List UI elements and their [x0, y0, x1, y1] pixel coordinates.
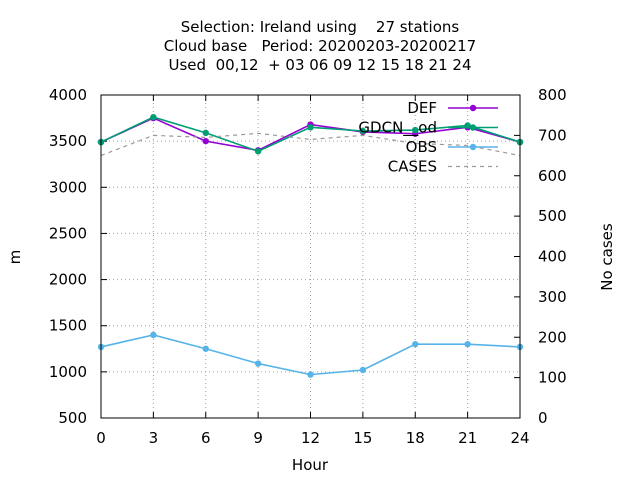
x-tick-label: 18	[406, 429, 425, 447]
plot-frame	[100, 94, 521, 419]
y-tick-label: 2500	[49, 224, 87, 242]
series-line-obs	[100, 334, 521, 376]
y2-tick-label: 500	[538, 207, 567, 225]
data-point-obs	[412, 340, 419, 348]
y-tick-label: 500	[58, 409, 87, 427]
x-tick-label: 21	[458, 429, 477, 447]
y2-axis-label: No cases	[598, 223, 616, 291]
y2-tick-label: 0	[538, 409, 548, 427]
y-tick-label: 4000	[49, 86, 87, 104]
data-point-obs	[307, 371, 314, 378]
y2-tick-label: 800	[538, 86, 567, 104]
legend-marker-def	[469, 104, 477, 112]
legend-marker-obs	[469, 143, 477, 151]
x-tick-label: 15	[353, 429, 372, 447]
x-axis-label: Hour	[292, 456, 329, 474]
y-tick-label: 3500	[49, 132, 87, 150]
y-tick-label: 1500	[49, 317, 87, 335]
data-point-obs	[464, 340, 471, 348]
data-point-gdcn__od	[307, 124, 314, 131]
data-point-gdcn__od	[412, 126, 419, 134]
data-point-obs	[254, 360, 262, 367]
x-tick-label: 0	[96, 429, 106, 447]
data-point-obs	[359, 366, 367, 374]
x-tick-label: 24	[510, 429, 529, 447]
ticks-layer: 0 3 6 9 12 15 18 21 2450010001500200025003000350…	[49, 86, 567, 447]
chart-title-line-1: Selection: Ireland using 27 stations	[180, 18, 460, 36]
y2-tick-label: 300	[538, 288, 567, 306]
y2-tick-label: 400	[538, 248, 567, 266]
x-tick-label: 9	[253, 429, 263, 447]
chart-title-line-2: Cloud base Period: 20200203-20200217	[163, 37, 477, 55]
grid-layer	[101, 95, 520, 418]
data-point-obs	[202, 345, 209, 352]
x-tick-label: 6	[201, 429, 211, 447]
legend-label-gdcn__od: GDCN__od	[358, 119, 437, 138]
series-layer	[97, 113, 524, 378]
data-point-gdcn__od	[359, 127, 367, 135]
legend-marker-gdcn__od	[469, 124, 477, 131]
legend-label-cases: CASES	[388, 158, 437, 176]
data-point-gdcn__od	[202, 129, 209, 137]
y2-tick-label: 600	[538, 167, 567, 185]
y-tick-label: 1000	[49, 363, 87, 381]
data-point-gdcn__od	[254, 148, 262, 155]
y-axis-label: m	[6, 250, 24, 265]
y-tick-label: 3000	[49, 178, 87, 196]
legend-label-def: DEF	[407, 99, 437, 117]
data-point-gdcn__od	[150, 113, 157, 121]
data-point-obs	[150, 331, 157, 339]
chart-title-line-3: Used 00,12 + 03 06 09 12 15 18 21 24	[168, 56, 472, 74]
x-tick-label: 3	[149, 429, 159, 447]
legend-label-obs: OBS	[406, 138, 437, 156]
y2-tick-label: 200	[538, 328, 567, 346]
y2-tick-label: 700	[538, 126, 567, 144]
y-tick-label: 2000	[49, 271, 87, 289]
series-line-cases	[100, 132, 521, 157]
data-point-def	[202, 137, 209, 145]
x-tick-label: 12	[301, 429, 320, 447]
y2-tick-label: 100	[538, 369, 567, 387]
